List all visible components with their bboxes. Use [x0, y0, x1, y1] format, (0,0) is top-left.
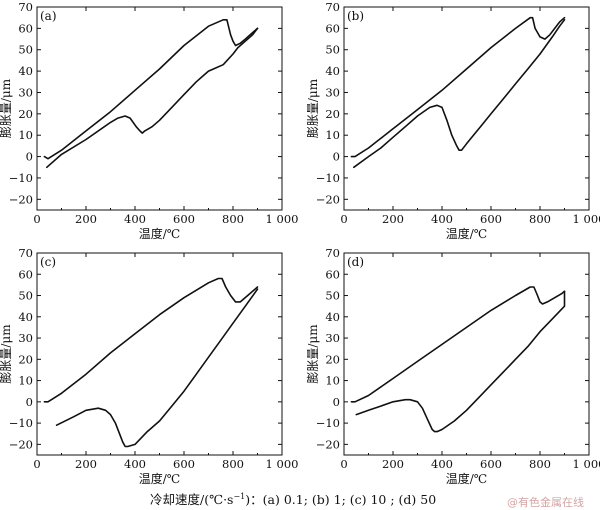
- y-tick-label-d: 40: [325, 310, 340, 324]
- watermark: @有色金属在线: [507, 496, 584, 509]
- plot-frame-d: [343, 252, 590, 456]
- x-tick-label-c: 200: [75, 457, 97, 471]
- y-tick-label-b: 50: [325, 43, 340, 57]
- y-tick-label-d: −20: [316, 437, 340, 451]
- y-tick-label-a: 0: [26, 150, 33, 164]
- x-tick-label-b: 600: [480, 212, 502, 226]
- heating-curve-a: [43, 18, 259, 160]
- x-tick-label-d: 400: [431, 457, 453, 471]
- y-tick-label-a: 10: [18, 128, 33, 142]
- y-tick-label-b: −10: [316, 171, 340, 185]
- caption-prefix: 冷却速度/(℃·s: [150, 492, 234, 507]
- y-tick-label-b: −20: [316, 192, 340, 206]
- caption-suffix: )：(a) 0.1; (b) 1; (c) 10 ; (d) 50: [245, 492, 437, 507]
- x-tick-label-b: 1 000: [573, 212, 600, 226]
- plot-frame-c: [36, 252, 283, 456]
- x-axis-label-b: 温度/℃: [446, 226, 487, 241]
- y-axis-label-a: 膨胀量/μm: [0, 78, 13, 138]
- y-tick-label-c: 40: [18, 310, 33, 324]
- y-tick-label-c: 20: [18, 352, 33, 366]
- y-tick-label-d: 60: [325, 267, 340, 281]
- x-tick-label-d: 800: [529, 457, 551, 471]
- y-tick-label-d: 10: [325, 374, 340, 388]
- figure-caption: 冷却速度/(℃·s−1)：(a) 0.1; (b) 1; (c) 10 ; (d…: [150, 489, 436, 508]
- y-tick-label-a: 70: [18, 0, 33, 14]
- y-tick-label-a: 60: [18, 21, 33, 35]
- x-tick-label-a: 0: [33, 212, 40, 226]
- cooling-curve-c: [55, 288, 259, 448]
- panel-label-d: (d): [347, 255, 364, 269]
- y-tick-label-c: 30: [18, 331, 33, 345]
- y-tick-label-a: 30: [18, 85, 33, 99]
- heating-curve-c: [43, 277, 259, 403]
- y-tick-label-c: 60: [18, 267, 33, 281]
- y-tick-label-d: 50: [325, 289, 340, 303]
- y-tick-label-d: −10: [316, 416, 340, 430]
- y-tick-label-c: 0: [26, 395, 33, 409]
- y-tick-label-a: −20: [9, 192, 33, 206]
- y-tick-label-a: 20: [18, 107, 33, 121]
- x-tick-label-d: 600: [480, 457, 502, 471]
- panel-c: 0 200 400 600 800 1 000 −20 −10 0 10 20 30 40 50 60 70 温…: [0, 246, 298, 486]
- y-tick-label-b: 30: [325, 85, 340, 99]
- x-tick-label-c: 400: [124, 457, 146, 471]
- caption-exponent: −1: [233, 491, 246, 501]
- x-axis-label-a: 温度/℃: [139, 226, 180, 241]
- y-tick-label-d: 70: [325, 246, 340, 260]
- y-tick-label-d: 20: [325, 352, 340, 366]
- panel-label-b: (b): [347, 9, 364, 23]
- y-tick-label-c: −10: [9, 416, 33, 430]
- x-tick-label-c: 800: [222, 457, 244, 471]
- x-tick-label-a: 1 000: [266, 212, 299, 226]
- y-tick-label-c: 50: [18, 289, 33, 303]
- x-tick-label-b: 0: [340, 212, 347, 226]
- x-tick-label-c: 600: [173, 457, 195, 471]
- x-tick-label-a: 400: [124, 212, 146, 226]
- y-tick-label-c: 10: [18, 374, 33, 388]
- y-tick-label-c: −20: [9, 437, 33, 451]
- x-tick-label-c: 0: [33, 457, 40, 471]
- cooling-curve-d: [355, 290, 566, 433]
- x-tick-label-d: 1 000: [573, 457, 600, 471]
- x-tick-label-b: 800: [529, 212, 551, 226]
- panel-a: 0 200 400 600 800 1 000 −20 −10 0 10 20 30 40 50 60 70 温…: [0, 0, 298, 241]
- y-tick-label-c: 70: [18, 246, 33, 260]
- y-tick-label-b: 0: [333, 150, 340, 164]
- y-tick-label-b: 40: [325, 64, 340, 78]
- y-tick-label-b: 20: [325, 107, 340, 121]
- y-tick-label-d: 0: [333, 395, 340, 409]
- x-tick-label-a: 800: [222, 212, 244, 226]
- heating-curve-d: [350, 286, 566, 403]
- x-tick-label-d: 0: [340, 457, 347, 471]
- x-axis-label-d: 温度/℃: [446, 471, 487, 486]
- x-tick-label-d: 200: [382, 457, 404, 471]
- x-tick-label-a: 200: [75, 212, 97, 226]
- y-axis-label-c: 膨胀量/μm: [0, 324, 13, 384]
- y-tick-label-b: 60: [325, 21, 340, 35]
- x-tick-label-b: 400: [431, 212, 453, 226]
- panel-b: 0 200 400 600 800 1 000 −20 −10 0 10 20 30 40 50 60 70 温…: [306, 0, 600, 241]
- y-tick-label-d: 30: [325, 331, 340, 345]
- heating-curve-b: [350, 16, 566, 158]
- y-tick-label-a: 40: [18, 64, 33, 78]
- panel-label-c: (c): [40, 255, 56, 269]
- x-axis-label-c: 温度/℃: [139, 471, 180, 486]
- panel-label-a: (a): [40, 9, 57, 23]
- y-tick-label-a: −10: [9, 171, 33, 185]
- panel-d: 0 200 400 600 800 1 000 −20 −10 0 10 20 30 40 50 60 70 温…: [306, 246, 600, 486]
- y-tick-label-b: 10: [325, 128, 340, 142]
- y-tick-label-b: 70: [325, 0, 340, 14]
- y-tick-label-a: 50: [18, 43, 33, 57]
- x-tick-label-b: 200: [382, 212, 404, 226]
- cooling-curve-a: [45, 27, 259, 169]
- x-tick-label-c: 1 000: [266, 457, 299, 471]
- y-axis-label-b: 膨胀量/μm: [306, 78, 320, 138]
- y-axis-label-d: 膨胀量/μm: [306, 324, 320, 384]
- plot-frame-a: [36, 6, 283, 211]
- x-tick-label-a: 600: [173, 212, 195, 226]
- cooling-curve-b: [352, 18, 566, 169]
